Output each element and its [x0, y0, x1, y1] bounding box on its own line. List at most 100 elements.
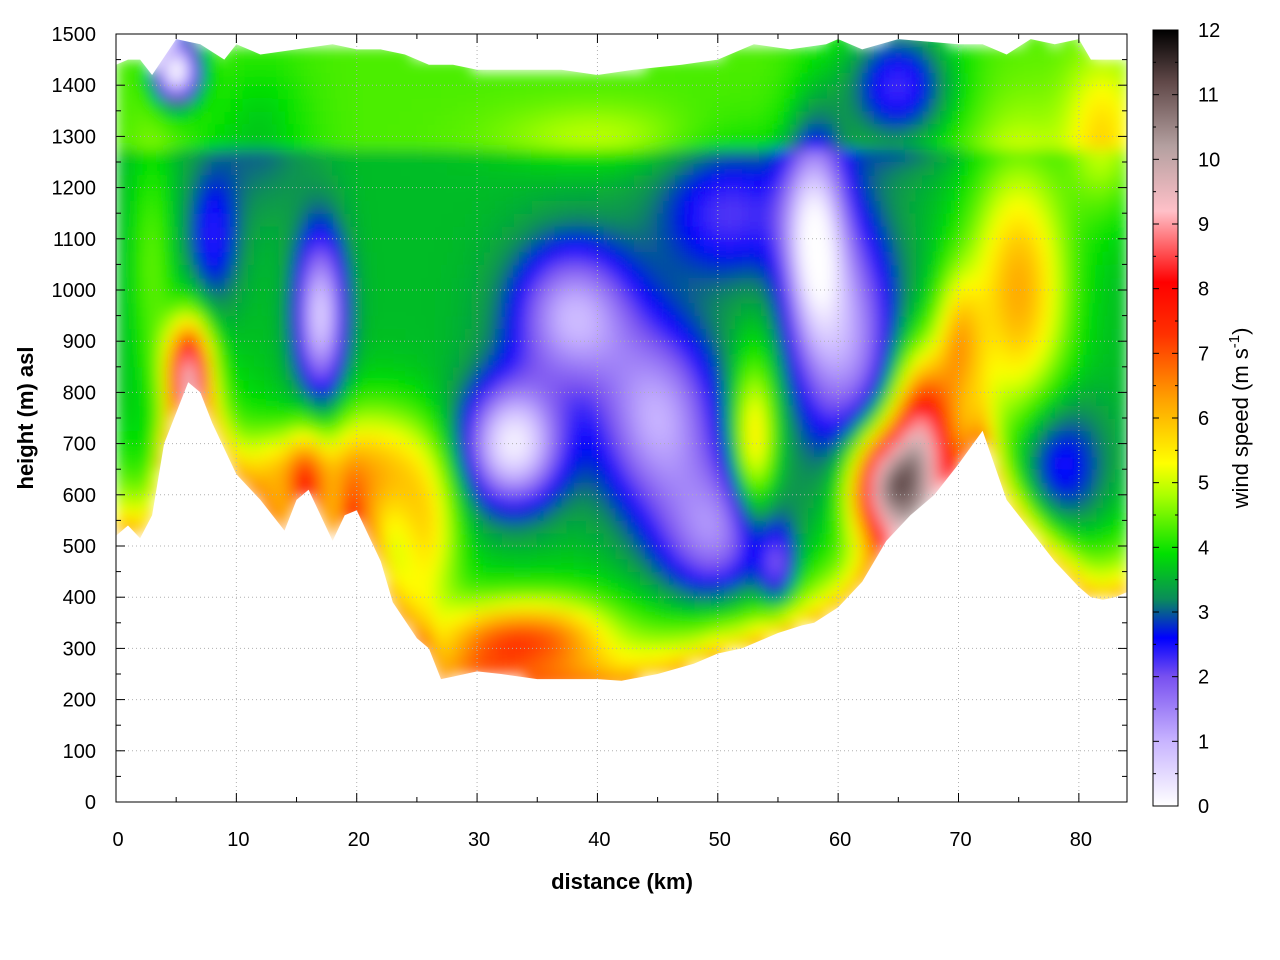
wind-cell: [741, 597, 749, 611]
wind-cell: [633, 469, 641, 483]
wind-cell: [519, 85, 526, 99]
wind-cell: [771, 187, 779, 201]
wind-cell: [356, 251, 364, 265]
wind-cell: [639, 149, 647, 163]
wind-cell: [651, 456, 659, 470]
wind-cell: [705, 162, 713, 176]
wind-cell: [308, 354, 316, 368]
wind-cell: [693, 187, 701, 201]
wind-cell: [621, 315, 629, 329]
wind-cell: [272, 213, 280, 227]
wind-cell: [687, 546, 695, 560]
wind-cell: [585, 200, 592, 214]
wind-cell: [663, 238, 671, 253]
wind-cell: [188, 290, 195, 304]
wind-cell: [368, 533, 376, 547]
wind-cell: [278, 392, 286, 406]
wind-cell: [621, 354, 629, 368]
wind-cell: [398, 469, 406, 483]
wind-cell: [603, 456, 610, 470]
wind-cell: [314, 392, 322, 406]
wind-cell: [140, 494, 147, 509]
wind-cell: [543, 405, 550, 419]
wind-cell: [802, 482, 809, 496]
wind-cell: [428, 648, 436, 662]
wind-cell: [796, 213, 803, 227]
wind-cell: [765, 341, 773, 355]
wind-cell: [459, 251, 466, 265]
wind-cell: [651, 533, 659, 547]
wind-cell: [441, 379, 448, 393]
wind-cell: [705, 290, 713, 304]
wind-cell: [308, 469, 316, 483]
wind-cell: [513, 520, 520, 534]
wind-cell: [284, 379, 292, 393]
wind-cell: [693, 430, 701, 445]
wind-cell: [447, 379, 454, 393]
wind-cell: [735, 238, 743, 253]
wind-cell: [778, 546, 785, 560]
wind-cell: [549, 558, 556, 573]
wind-cell: [597, 494, 604, 509]
wind-cell: [236, 149, 243, 163]
wind-cell: [326, 290, 334, 304]
wind-cell: [248, 59, 255, 73]
wind-cell: [735, 507, 743, 521]
wind-cell: [549, 98, 556, 112]
wind-cell: [459, 354, 466, 368]
wind-cell: [735, 136, 743, 150]
wind-cell: [507, 597, 514, 611]
wind-cell: [416, 213, 424, 227]
wind-cell: [537, 149, 544, 163]
wind-cell: [519, 520, 526, 534]
wind-cell: [422, 456, 430, 470]
wind-cell: [765, 110, 773, 125]
wind-cell: [747, 200, 755, 214]
wind-cell: [771, 110, 779, 125]
wind-cell: [260, 494, 267, 509]
wind-cell: [675, 469, 683, 483]
wind-cell: [350, 392, 358, 406]
wind-cell: [561, 328, 568, 342]
wind-cell: [820, 597, 827, 611]
wind-cell: [404, 430, 412, 445]
wind-cell: [663, 59, 671, 73]
wind-cell: [681, 174, 689, 189]
wind-cell: [302, 187, 310, 201]
wind-cell: [477, 648, 484, 662]
wind-cell: [314, 162, 322, 176]
wind-cell: [416, 226, 424, 240]
wind-cell: [290, 405, 298, 419]
wind-cell: [802, 443, 809, 457]
wind-cell: [525, 238, 532, 253]
wind-cell: [212, 238, 219, 253]
wind-cell: [206, 72, 213, 86]
wind-cell: [711, 405, 719, 419]
wind-cell: [687, 110, 695, 125]
wind-cell: [284, 277, 292, 291]
wind-cell: [765, 469, 773, 483]
wind-cell: [675, 238, 683, 253]
wind-cell: [453, 59, 460, 73]
wind-cell: [416, 456, 424, 470]
wind-cell: [507, 558, 514, 573]
wind-cell: [170, 366, 177, 381]
wind-cell: [778, 200, 785, 214]
wind-cell: [471, 648, 478, 662]
wind-cell: [657, 213, 665, 227]
wind-cell: [152, 136, 159, 150]
wind-cell: [603, 72, 610, 86]
wind-cell: [206, 98, 213, 112]
wind-cell: [645, 443, 653, 457]
wind-cell: [753, 110, 761, 125]
wind-cell: [699, 162, 707, 176]
wind-cell: [302, 59, 310, 73]
wind-cell: [410, 290, 418, 304]
wind-cell: [428, 610, 436, 624]
wind-cell: [555, 200, 562, 214]
wind-cell: [585, 72, 592, 86]
wind-cell: [266, 251, 273, 265]
wind-cell: [753, 366, 761, 381]
wind-cell: [790, 302, 797, 317]
wind-cell: [501, 571, 508, 585]
